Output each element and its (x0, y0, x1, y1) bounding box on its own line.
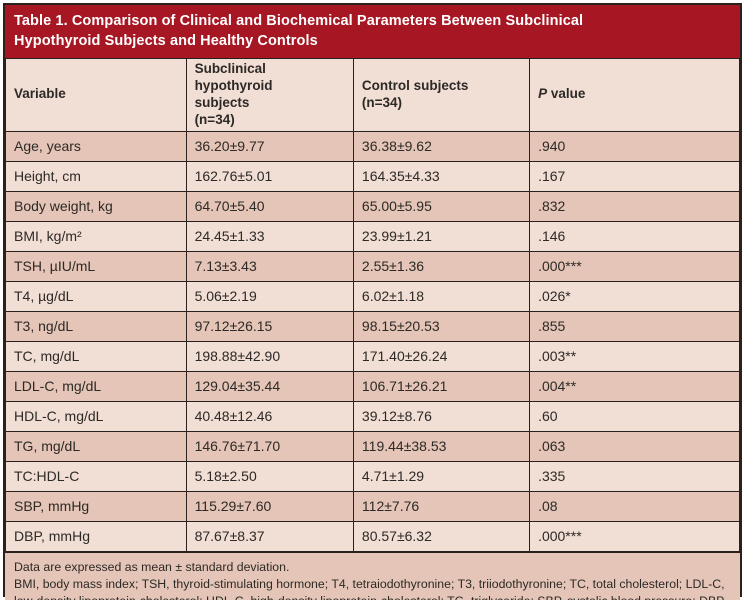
table-row: HDL-C, mg/dL 40.48±12.46 39.12±8.76.60 (5, 400, 740, 432)
column-header-variable: Variable (5, 58, 187, 132)
table-title-banner: Table 1. Comparison of Clinical and Bioc… (5, 5, 740, 58)
table-body: Age, years 36.20±9.77 36.38±9.62.940 Height… (5, 130, 740, 552)
table-footnotes: Data are expressed as mean ± standard de… (5, 551, 740, 600)
cell-variable: T4, µg/dL (5, 280, 187, 312)
cell-control: 119.44±38.53 (352, 430, 531, 462)
column-header-control-line2: (n=34) (361, 94, 403, 110)
cell-p_value: .026* (529, 280, 740, 312)
cell-variable: TG, mg/dL (5, 430, 187, 462)
cell-variable: Height, cm (5, 160, 187, 192)
table-row: Body weight, kg 64.70±5.40 65.00±5.95.832 (5, 190, 740, 222)
column-header-subclinical-line1: Subclinical hypothyroid (194, 61, 273, 93)
table-row: T3, ng/dL 97.12±26.15 98.15±20.53.855 (5, 310, 740, 342)
table-row: TSH, µIU/mL 7.13±3.43 2.55±1.36.000*** (5, 250, 740, 282)
cell-variable: DBP, mmHg (5, 520, 187, 552)
cell-control: 106.71±26.21 (352, 370, 531, 402)
table-row: DBP, mmHg 87.67±8.37 80.57±6.32.000*** (5, 520, 740, 552)
cell-p_value: .167 (529, 160, 740, 192)
cell-variable: TSH, µIU/mL (5, 250, 187, 282)
column-header-variable-label: Variable (14, 86, 66, 102)
table-title-line2: Hypothyroid Subjects and Healthy Control… (14, 33, 318, 49)
cell-subclinical: 36.20±9.77 (185, 130, 354, 162)
table-row: TC, mg/dL 198.88±42.90 171.40±26.24.003** (5, 340, 740, 372)
table-title-line1: Table 1. Comparison of Clinical and Bioc… (14, 13, 584, 29)
cell-p_value: .855 (529, 310, 740, 342)
cell-control: 36.38±9.62 (352, 130, 531, 162)
cell-p_value: .000*** (529, 520, 740, 552)
cell-subclinical: 40.48±12.46 (185, 400, 354, 432)
cell-control: 65.00±5.95 (352, 190, 531, 222)
table-row: SBP, mmHg 115.29±7.60 112±7.76.08 (5, 490, 740, 522)
cell-p_value: .003** (529, 340, 740, 372)
cell-subclinical: 7.13±3.43 (185, 250, 354, 282)
cell-subclinical: 5.18±2.50 (185, 460, 354, 492)
column-header-control: Control subjects (n=34) (352, 58, 531, 132)
header-row: Variable Subclinical hypothyroid subject… (5, 58, 740, 132)
cell-control: 39.12±8.76 (352, 400, 531, 432)
footnote-abbreviations: BMI, body mass index; TSH, thyroid-stimu… (14, 576, 726, 600)
cell-variable: Age, years (5, 130, 187, 162)
cell-p_value: .000*** (529, 250, 740, 282)
cell-subclinical: 162.76±5.01 (185, 160, 354, 192)
cell-control: 80.57±6.32 (352, 520, 531, 552)
cell-variable: Body weight, kg (5, 190, 187, 222)
footnote-data-note: Data are expressed as mean ± standard de… (14, 559, 290, 574)
column-header-subclinical-line2: subjects (194, 94, 250, 110)
cell-control: 4.71±1.29 (352, 460, 531, 492)
cell-variable: BMI, kg/m² (5, 220, 187, 252)
cell-subclinical: 24.45±1.33 (185, 220, 354, 252)
cell-subclinical: 64.70±5.40 (185, 190, 354, 222)
column-header-subclinical-line3: (n=34) (194, 111, 235, 127)
column-header-pvalue: P value (529, 58, 740, 132)
cell-p_value: .940 (529, 130, 740, 162)
cell-variable: HDL-C, mg/dL (5, 400, 187, 432)
cell-p_value: .146 (529, 220, 740, 252)
cell-subclinical: 115.29±7.60 (185, 490, 354, 522)
cell-subclinical: 146.76±71.70 (185, 430, 354, 462)
cell-subclinical: 97.12±26.15 (185, 310, 354, 342)
table-header: Variable Subclinical hypothyroid subject… (5, 58, 740, 132)
cell-subclinical: 5.06±2.19 (185, 280, 354, 312)
cell-variable: LDL-C, mg/dL (5, 370, 187, 402)
cell-p_value: .832 (529, 190, 740, 222)
cell-subclinical: 129.04±35.44 (185, 370, 354, 402)
cell-p_value: .60 (529, 400, 740, 432)
cell-control: 2.55±1.36 (352, 250, 531, 282)
table-row: LDL-C, mg/dL 129.04±35.44 106.71±26.21.004… (5, 370, 740, 402)
cell-control: 98.15±20.53 (352, 310, 531, 342)
cell-control: 23.99±1.21 (352, 220, 531, 252)
cell-p_value: .335 (529, 460, 740, 492)
table-row: T4, µg/dL 5.06±2.19 6.02±1.18.026* (5, 280, 740, 312)
table-row: BMI, kg/m² 24.45±1.33 23.99±1.21.146 (5, 220, 740, 252)
table-row: Height, cm 162.76±5.01 164.35±4.33.167 (5, 160, 740, 192)
cell-variable: T3, ng/dL (5, 310, 187, 342)
comparison-table: Variable Subclinical hypothyroid subject… (5, 58, 740, 552)
table-row: Age, years 36.20±9.77 36.38±9.62.940 (5, 130, 740, 162)
cell-control: 164.35±4.33 (352, 160, 531, 192)
cell-p_value: .063 (529, 430, 740, 462)
column-header-control-line1: Control subjects (361, 77, 469, 93)
cell-p_value: .004** (529, 370, 740, 402)
table-row: TG, mg/dL 146.76±71.70 119.44±38.53.063 (5, 430, 740, 462)
cell-control: 171.40±26.24 (352, 340, 531, 372)
cell-variable: TC:HDL-C (5, 460, 187, 492)
cell-control: 112±7.76 (352, 490, 531, 522)
table-figure: Table 1. Comparison of Clinical and Bioc… (3, 3, 742, 600)
column-header-pvalue-rest: value (547, 86, 586, 102)
cell-variable: TC, mg/dL (5, 340, 187, 372)
cell-control: 6.02±1.18 (352, 280, 531, 312)
p-symbol: P (538, 86, 548, 102)
table-row: TC:HDL-C 5.18±2.50 4.71±1.29.335 (5, 460, 740, 492)
cell-subclinical: 198.88±42.90 (185, 340, 354, 372)
cell-variable: SBP, mmHg (5, 490, 187, 522)
column-header-subclinical: Subclinical hypothyroid subjects (n=34) (185, 58, 354, 132)
cell-p_value: .08 (529, 490, 740, 522)
cell-subclinical: 87.67±8.37 (185, 520, 354, 552)
